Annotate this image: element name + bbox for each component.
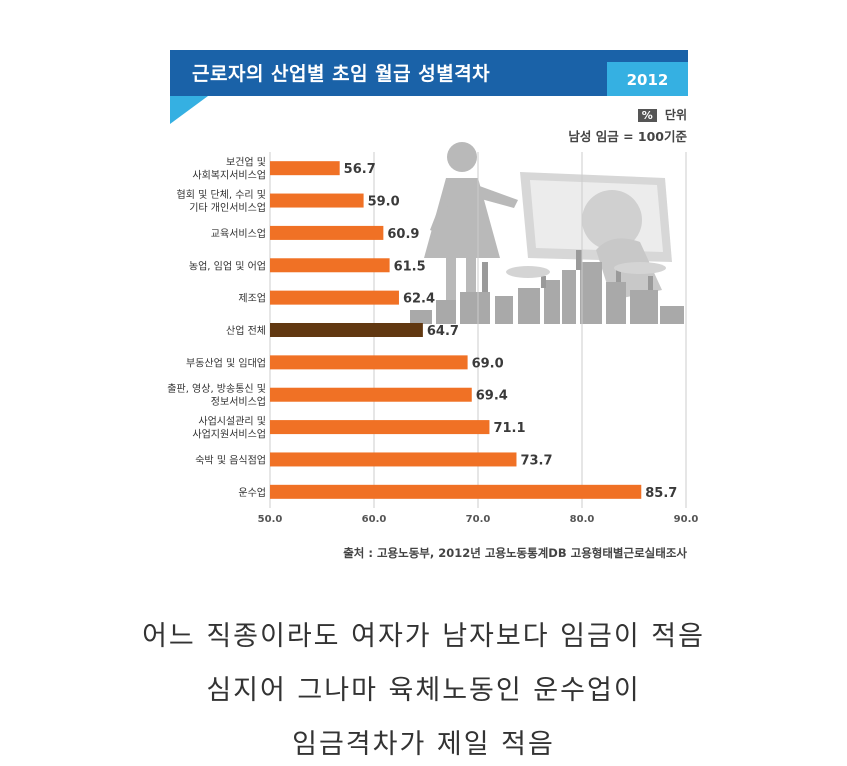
x-tick-label-4: 90.0 xyxy=(674,514,699,525)
category-label-line: 부동산업 및 임대업 xyxy=(186,356,266,369)
category-label-line: 출판, 영상, 방송통신 및 xyxy=(167,383,266,395)
bar-1 xyxy=(270,193,364,208)
bar-0 xyxy=(270,161,340,176)
category-label-line: 기타 개인서비스업 xyxy=(189,201,266,214)
x-axis-ticks: 50.0 60.0 70.0 80.0 90.0 xyxy=(258,514,699,525)
category-label-line: 운수업 xyxy=(238,486,266,499)
bar-10 xyxy=(270,484,642,499)
category-label-5: 산업 전체 xyxy=(226,324,266,337)
title-banner: 근로자의 산업별 초임 월급 성별격차 xyxy=(170,50,688,96)
category-label-line: 산업 전체 xyxy=(226,324,266,337)
unit-label: 단위 xyxy=(664,108,687,122)
bar-7 xyxy=(270,387,472,402)
x-tick-label-3: 80.0 xyxy=(570,514,595,525)
x-tick-label-2: 70.0 xyxy=(466,514,491,525)
factory-skyline-icon xyxy=(410,250,684,324)
x-tick-label-1: 60.0 xyxy=(362,514,387,525)
category-label-line: 농업, 임업 및 어업 xyxy=(189,259,266,272)
bar-value-label-1: 59.0 xyxy=(368,195,400,210)
category-label-line: 보건업 및 xyxy=(226,156,266,169)
category-label-9: 숙박 및 음식점업 xyxy=(195,453,266,466)
category-label-1: 협회 및 단체, 수리 및 기타 개인서비스업 xyxy=(177,188,267,214)
bar-value-label-5: 64.7 xyxy=(427,324,459,339)
bar-8 xyxy=(270,420,490,435)
bar-value-label-9: 73.7 xyxy=(520,453,552,468)
banner-fold xyxy=(170,96,208,124)
category-label-2: 교육서비스업 xyxy=(211,227,266,240)
category-label-7: 출판, 영상, 방송통신 및 정보서비스업 xyxy=(167,383,266,408)
bar-value-label-4: 62.4 xyxy=(403,292,435,307)
category-label-6: 부동산업 및 임대업 xyxy=(186,356,266,369)
caption-line-3: 임금격차가 제일 적음 xyxy=(292,729,555,760)
woman-figure-icon xyxy=(424,142,518,318)
category-label-line: 사업시설관리 및 xyxy=(198,415,266,428)
category-label-line: 제조업 xyxy=(238,292,266,305)
bar-5 xyxy=(270,323,423,337)
category-label-line: 사회복지서비스업 xyxy=(192,169,266,182)
bars: 56.7 59.0 60.9 61.5 62.4 64.7 69.0 69.4 71.1 73.7… xyxy=(270,161,677,501)
bar-4 xyxy=(270,290,399,305)
category-label-line: 숙박 및 음식점업 xyxy=(195,453,266,466)
bar-value-label-2: 60.9 xyxy=(387,227,419,242)
year-badge: 2012 xyxy=(607,62,688,96)
bar-6 xyxy=(270,355,468,370)
unit-legend: % 단위 xyxy=(637,106,687,123)
unit-badge: % xyxy=(637,109,657,122)
bar-value-label-6: 69.0 xyxy=(472,356,504,371)
category-label-10: 운수업 xyxy=(238,486,266,499)
category-label-line: 정보서비스업 xyxy=(211,395,266,408)
bar-value-label-8: 71.1 xyxy=(493,421,525,436)
category-label-3: 농업, 임업 및 어업 xyxy=(189,259,266,272)
year-label: 2012 xyxy=(626,71,669,89)
base-note: 남성 임금 = 100기준 xyxy=(568,129,687,144)
bar-3 xyxy=(270,258,390,273)
bar-2 xyxy=(270,225,384,240)
bar-value-label-3: 61.5 xyxy=(394,259,426,274)
category-label-line: 교육서비스업 xyxy=(211,227,266,240)
bar-value-label-10: 85.7 xyxy=(645,486,677,501)
category-label-line: 사업지원서비스업 xyxy=(192,428,266,441)
background-illustration xyxy=(410,142,684,324)
category-label-4: 제조업 xyxy=(238,292,266,305)
bar-value-label-0: 56.7 xyxy=(344,162,376,177)
caption-line-2: 심지어 그나마 육체노동인 운수업이 xyxy=(206,675,641,706)
caption-line-1: 어느 직종이라도 여자가 남자보다 임금이 적음 xyxy=(142,621,705,652)
category-label-8: 사업시설관리 및 사업지원서비스업 xyxy=(192,415,266,441)
bar-value-label-7: 69.4 xyxy=(476,389,508,404)
source-note: 출처 : 고용노동부, 2012년 고용노동통계DB 고용형태별근로실태조사 xyxy=(343,546,687,560)
chart-title: 근로자의 산업별 초임 월급 성별격차 xyxy=(192,63,491,85)
category-label-0: 보건업 및 사회복지서비스업 xyxy=(192,156,266,182)
bar-9 xyxy=(270,452,517,467)
category-label-line: 협회 및 단체, 수리 및 xyxy=(177,188,267,201)
x-tick-label-0: 50.0 xyxy=(258,514,283,525)
